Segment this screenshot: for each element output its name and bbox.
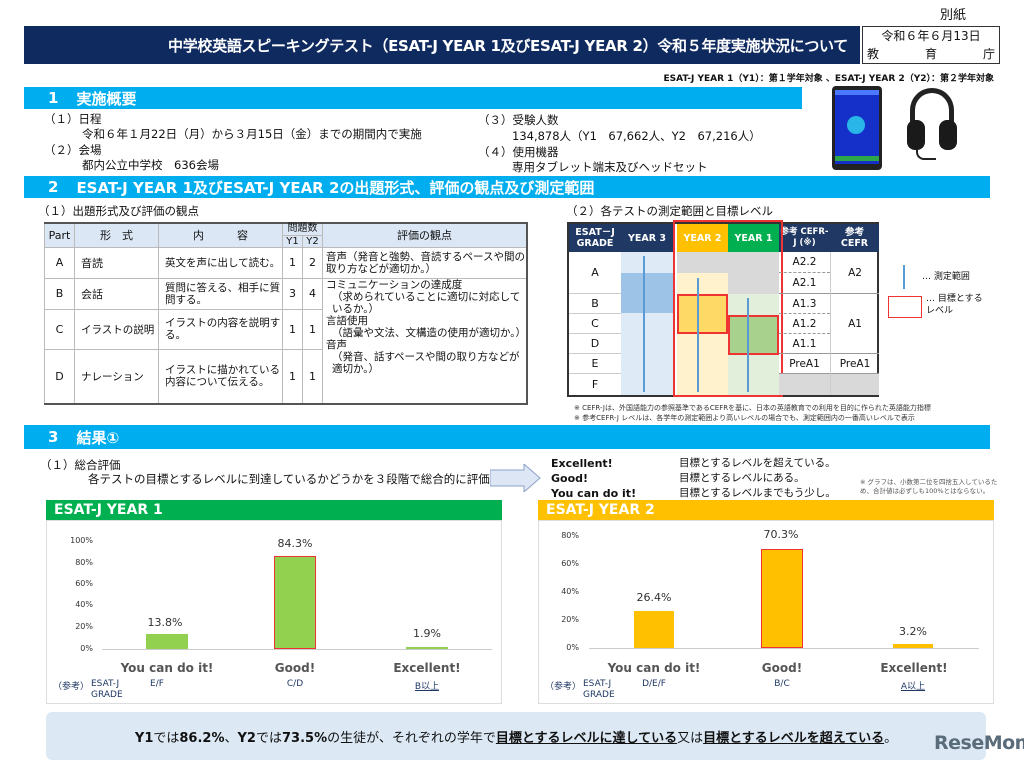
- header-format: 形 式: [74, 222, 159, 248]
- overall-eval-desc: 各テストの目標とするレベルに到達しているかどうかを３段階で総合的に評価。: [88, 472, 502, 486]
- subsection-format-title: （１）出題形式及び評価の観点: [38, 204, 199, 218]
- bar-good: [274, 556, 316, 649]
- summary-banner: Y1では86.2%、Y2では73.5%の生徒が、それぞれの学年で目標とするレベル…: [46, 712, 986, 760]
- range-table: ESAT－J GRADE YEAR 3 YEAR 2 YEAR 1 参考 CEF…: [567, 220, 879, 397]
- criteria-bcd: コミュニケーションの達成度 （求められていることに適切に対応しているか。） 言語…: [322, 277, 528, 405]
- examinees-value: 134,878人（Y1 67,662人、Y2 67,216人）: [512, 129, 761, 143]
- rating-descriptions: 目標とするレベルを超えている。 目標とするレベルにある。 目標とするレベルまでも…: [679, 457, 836, 499]
- page-title: 中学校英語スピーキングテスト（ESAT-J YEAR 1及びESAT-J YEA…: [24, 26, 860, 64]
- arrow-right-icon: [489, 462, 541, 494]
- grade-e: E: [569, 354, 621, 374]
- chart-y2: 80% 60% 40% 20% 0% 26.4% 70.3% 3.2% You …: [538, 520, 994, 704]
- section-1-header: 1 実施概要: [24, 87, 802, 109]
- cefrj-note-2: ※ 参考CEFR-J レベルは、各学年の測定範囲より高いレベルの場合でも、測定範…: [574, 414, 915, 422]
- attachment-label: 別紙: [940, 8, 967, 23]
- date-box: 令和６年６月13日 教 育 庁: [862, 26, 1000, 64]
- table-row: C イラストの説明 イラストの内容を説明する。 1 1: [44, 308, 528, 350]
- bar-you-can-do-it: [146, 634, 188, 649]
- x-axis: [589, 648, 979, 649]
- x-axis: [102, 649, 492, 650]
- format-table: Part 形 式 内 容 問題数 評価の観点 Y1 Y2 A 音読 英文を声に出…: [44, 222, 528, 405]
- bar-you-can-do-it: [634, 611, 674, 648]
- grade-b: B: [569, 294, 621, 314]
- resemom-logo: ReseMom: [934, 732, 1024, 754]
- examinees-label: （３）受験人数: [478, 113, 559, 127]
- cefrj-note-1: ※ CEFR-Jは、外国語能力の参照基準であるCEFRを基に、日本の英語教育での…: [574, 404, 931, 412]
- year3-range-arrow: [643, 256, 645, 392]
- equipment-value: 専用タブレット端末及びヘッドセット: [512, 160, 708, 174]
- criteria-a: 音声（発音と強勢、音読するペースや間の取り方などが適切か。）: [322, 246, 528, 279]
- issuer: 教 育 庁: [867, 47, 995, 61]
- venue-label: （２）会場: [44, 143, 102, 157]
- overall-eval-title: （１）総合評価: [40, 458, 121, 472]
- grade-f: F: [591, 378, 599, 391]
- emphasis-reached: 目標とするレベルに達している: [495, 730, 678, 746]
- target-legend-box: [888, 296, 922, 318]
- rating-legend: Excellent! Good! You can do it!: [551, 457, 637, 500]
- header-criteria: 評価の観点: [322, 222, 528, 248]
- bar-excellent: [893, 644, 933, 648]
- headset-image: [902, 86, 962, 170]
- emphasis-exceeded: 目標とするレベルを超えている: [703, 730, 885, 746]
- grade-c: C: [569, 314, 621, 334]
- tablet-image: [832, 86, 882, 170]
- schedule-value: 令和６年１月22日（月）から３月15日（金）までの期間内で実施: [82, 127, 422, 141]
- grade-d: D: [569, 334, 621, 354]
- venue-value: 都内公立中学校 636会場: [82, 158, 219, 172]
- year2-target-level: [677, 294, 728, 334]
- target-note: ESAT-J YEAR 1（Y1）：第１学年対象 、ESAT-J YEAR 2（…: [663, 74, 994, 84]
- target-frame: [673, 220, 783, 397]
- table-row: A 音読 英文を声に出して読む。 1 2 音声（発音と強勢、音読するペースや間の…: [44, 246, 528, 279]
- year2-range-arrow: [697, 278, 699, 392]
- header-part: Part: [44, 222, 75, 248]
- issue-date: 令和６年６月13日: [881, 29, 981, 43]
- table-row: D ナレーション イラストに描かれている内容について伝える。 1 1: [44, 348, 528, 405]
- year1-target-level: [728, 315, 779, 355]
- table-row: B 会話 質問に答える、相手に質問する。 3 4 コミュニケーションの達成度 （…: [44, 277, 528, 405]
- section-2-header: 2 ESAT-J YEAR 1及びESAT-J YEAR 2の出題形式、評価の観…: [24, 176, 990, 198]
- header-y1: Y1: [282, 234, 303, 248]
- rounding-note: ※ グラフは、小数第二位を四捨五入しているため、合計値は必ずしも100%とはなら…: [860, 478, 998, 495]
- bar-excellent: [406, 647, 448, 649]
- target-legend-label: … 目標とする レベル: [926, 294, 983, 316]
- bar-good: [761, 549, 803, 648]
- header-y2: Y2: [302, 234, 323, 248]
- year1-range-arrow: [747, 298, 749, 392]
- chart-y1: 100% 80% 60% 40% 20% 0% 13.8% 84.3% 1.9%…: [46, 520, 502, 704]
- grade-a: A: [569, 252, 621, 294]
- chart-y1-title: ESAT-J YEAR 1: [46, 500, 502, 520]
- section-3-header: 3 結果①: [24, 425, 990, 449]
- equipment-label: （４）使用機器: [478, 145, 559, 159]
- schedule-label: （１）日程: [44, 112, 102, 126]
- chart-y2-title: ESAT-J YEAR 2: [538, 500, 994, 520]
- header-content: 内 容: [158, 222, 283, 248]
- header-count: 問題数: [282, 222, 323, 236]
- subsection-range-title: （２）各テストの測定範囲と目標レベル: [566, 204, 773, 218]
- range-legend-arrow-icon: [903, 265, 905, 289]
- range-legend-label: … 測定範囲: [922, 272, 970, 282]
